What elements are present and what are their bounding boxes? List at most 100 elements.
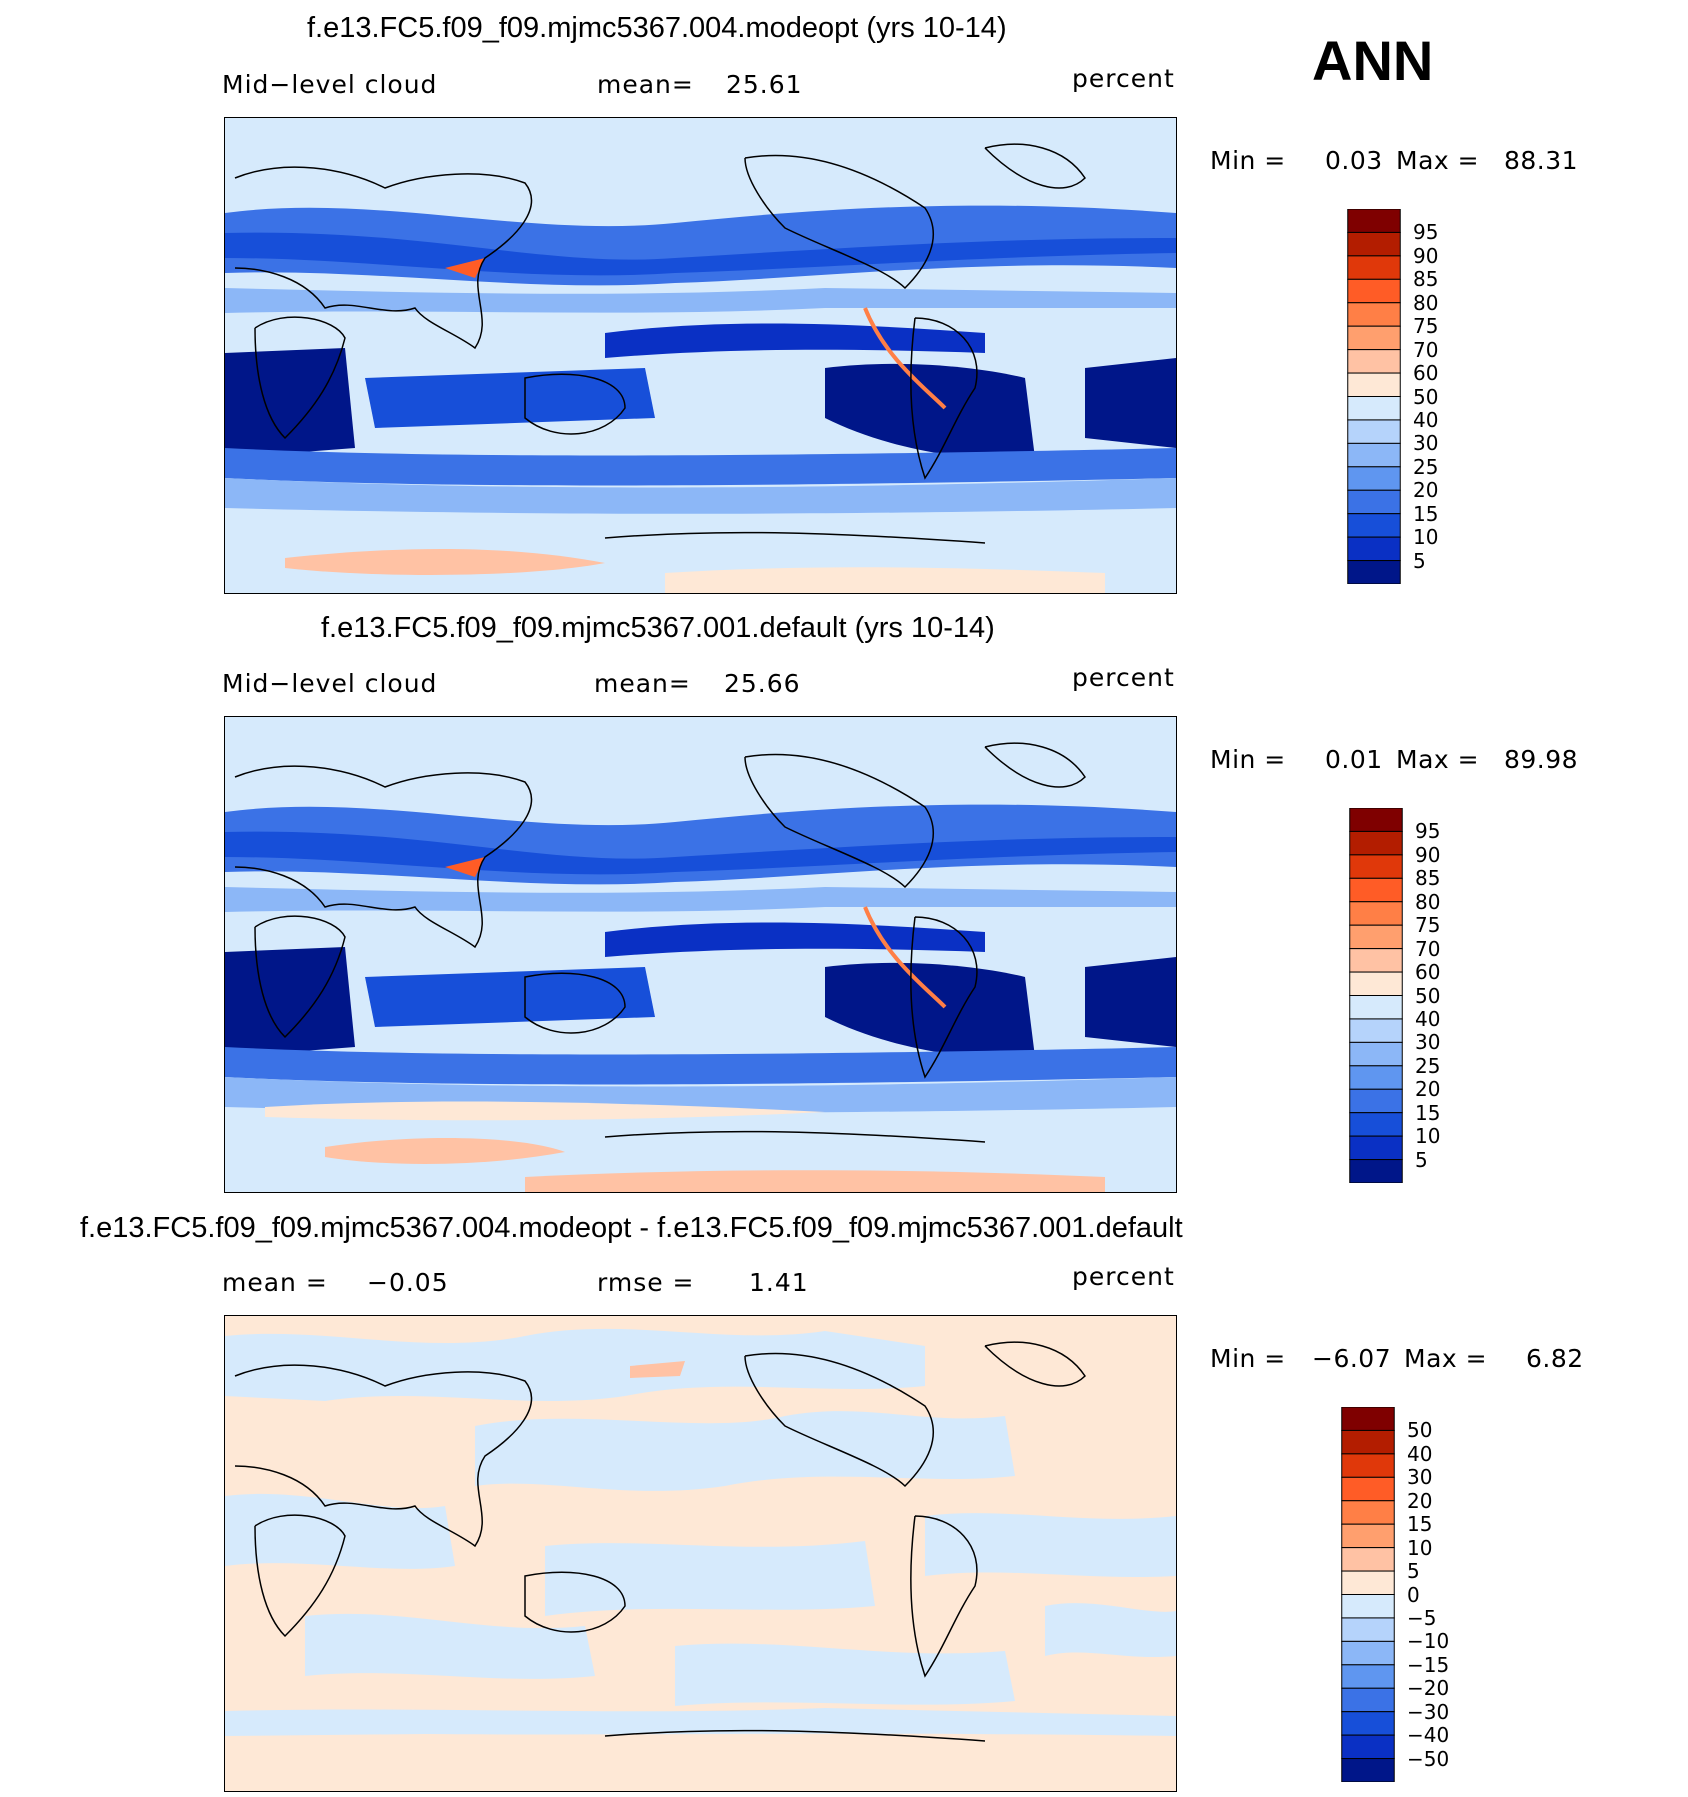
colorbar-swatch xyxy=(1341,1570,1395,1595)
colorbar-tick-label: −5 xyxy=(1407,1605,1437,1630)
colorbar-swatch xyxy=(1347,231,1401,257)
colorbar-tick-label: −30 xyxy=(1407,1699,1450,1724)
colorbar-tick-label: 20 xyxy=(1415,1077,1441,1102)
colorbar-tick-label: 50 xyxy=(1407,1418,1433,1443)
colorbar-tick-label: 20 xyxy=(1407,1488,1433,1513)
panel-1-units-label: percent xyxy=(1072,64,1175,93)
panel-1-mean-label: mean= xyxy=(597,70,694,99)
panel-1-max-label: Max = xyxy=(1396,146,1480,175)
panel-3-max-value: 6.82 xyxy=(1526,1344,1584,1373)
panel-2-title: f.e13.FC5.f09_f09.mjmc5367.001.default (… xyxy=(321,612,995,644)
colorbar-swatch xyxy=(1349,1041,1403,1067)
panel-2-min-value: 0.01 xyxy=(1325,745,1383,774)
colorbar-tick-label: −50 xyxy=(1407,1746,1450,1771)
colorbar-tick-label: 70 xyxy=(1413,337,1439,362)
colorbar-tick-label: 95 xyxy=(1415,819,1441,844)
colorbar-tick-label: 10 xyxy=(1413,525,1439,550)
colorbar-swatch xyxy=(1347,372,1401,397)
colorbar-swatch xyxy=(1347,419,1401,444)
colorbar-tick-label: −40 xyxy=(1407,1723,1450,1748)
colorbar-swatch xyxy=(1341,1687,1395,1713)
panel-2-map xyxy=(224,716,1177,1193)
panel-2-variable-label: Mid−level cloud xyxy=(222,669,438,698)
colorbar-tick-label: 0 xyxy=(1407,1582,1420,1607)
colorbar-tick-label: 5 xyxy=(1413,548,1426,573)
colorbar-tick-label: 10 xyxy=(1415,1124,1441,1149)
colorbar-tick-label: 90 xyxy=(1413,243,1439,268)
colorbar-tick-label: 15 xyxy=(1415,1100,1441,1125)
panel-2-mean-value: 25.66 xyxy=(724,669,801,698)
colorbar-tick-label: 30 xyxy=(1413,431,1439,456)
panel-3-mean-label: mean = xyxy=(222,1268,328,1297)
colorbar-swatch xyxy=(1347,560,1401,584)
panel-1-variable-label: Mid−level cloud xyxy=(222,70,438,99)
colorbar-tick-label: 20 xyxy=(1413,478,1439,503)
colorbar-swatch xyxy=(1341,1734,1395,1760)
colorbar-swatch xyxy=(1341,1476,1395,1502)
colorbar-swatch xyxy=(1349,1112,1403,1137)
colorbar-swatch xyxy=(1341,1407,1395,1431)
panel-3-colorbar: 50 40 30 20 15 10 5 0 −5 −10 −15 −20 −30 −40 −50 xyxy=(1341,1407,1449,1782)
colorbar-tick-label: −15 xyxy=(1407,1652,1450,1677)
colorbar-swatch xyxy=(1349,1065,1403,1090)
colorbar-tick-label: 40 xyxy=(1413,407,1439,432)
colorbar-tick-label: 85 xyxy=(1413,267,1439,292)
colorbar-swatches xyxy=(1349,808,1403,1183)
panel-3-title: f.e13.FC5.f09_f09.mjmc5367.004.modeopt -… xyxy=(80,1212,1183,1244)
colorbar-tick-label: 85 xyxy=(1415,866,1441,891)
colorbar-swatch xyxy=(1347,255,1401,280)
colorbar-swatch xyxy=(1341,1640,1395,1666)
panel-1-min-label: Min = xyxy=(1210,146,1286,175)
colorbar-swatch xyxy=(1349,924,1403,950)
colorbar-swatch xyxy=(1349,995,1403,1020)
colorbar-swatch xyxy=(1349,877,1403,903)
colorbar-swatches xyxy=(1341,1407,1395,1782)
colorbar-tick-label: 15 xyxy=(1407,1512,1433,1537)
colorbar-swatch xyxy=(1347,513,1401,538)
colorbar-tick-label: 75 xyxy=(1413,314,1439,339)
panel-3-field-plot xyxy=(225,1316,1176,1791)
colorbar-swatch xyxy=(1341,1664,1395,1689)
colorbar-tick-label: 15 xyxy=(1413,501,1439,526)
colorbar-swatch xyxy=(1349,808,1403,832)
colorbar-swatch xyxy=(1347,489,1401,515)
colorbar-swatch xyxy=(1349,1018,1403,1043)
panel-2-field-plot xyxy=(225,717,1176,1192)
colorbar-swatch xyxy=(1349,901,1403,926)
colorbar-tick-label: 50 xyxy=(1413,384,1439,409)
panel-3-mean-value: −0.05 xyxy=(367,1268,449,1297)
colorbar-tick-label: 50 xyxy=(1415,983,1441,1008)
panel-2-max-label: Max = xyxy=(1396,745,1480,774)
panel-3-units-label: percent xyxy=(1072,1262,1175,1291)
colorbar-tick-label: 60 xyxy=(1413,361,1439,386)
colorbar-swatch xyxy=(1347,396,1401,421)
colorbar-tick-label: 70 xyxy=(1415,936,1441,961)
colorbar-swatch xyxy=(1347,466,1401,491)
panel-2-max-value: 89.98 xyxy=(1504,745,1579,774)
colorbar-tick-label: 25 xyxy=(1415,1053,1441,1078)
colorbar-swatch xyxy=(1341,1523,1395,1549)
panel-3-rmse-value: 1.41 xyxy=(749,1268,809,1297)
colorbar-swatch xyxy=(1349,971,1403,996)
panel-1-field-plot xyxy=(225,118,1176,593)
panel-3-map xyxy=(224,1315,1177,1792)
colorbar-swatch xyxy=(1347,325,1401,351)
panel-1-min-value: 0.03 xyxy=(1325,146,1383,175)
colorbar-swatch xyxy=(1349,1088,1403,1114)
colorbar-tick-label: 5 xyxy=(1407,1559,1420,1584)
colorbar-swatch xyxy=(1341,1500,1395,1525)
colorbar-swatch xyxy=(1349,854,1403,879)
colorbar-swatch xyxy=(1347,209,1401,233)
colorbar-tick-label: 30 xyxy=(1415,1030,1441,1055)
colorbar-tick-label: 30 xyxy=(1407,1465,1433,1490)
colorbar-swatch xyxy=(1349,830,1403,856)
panel-2-min-label: Min = xyxy=(1210,745,1286,774)
panel-1-mean-value: 25.61 xyxy=(726,70,803,99)
colorbar-swatch xyxy=(1349,948,1403,973)
colorbar-swatch xyxy=(1341,1453,1395,1478)
colorbar-tick-label: 10 xyxy=(1407,1535,1433,1560)
colorbar-swatch xyxy=(1349,1135,1403,1161)
colorbar-swatch xyxy=(1347,536,1401,562)
colorbar-tick-label: −20 xyxy=(1407,1676,1450,1701)
colorbar-swatch xyxy=(1341,1711,1395,1736)
